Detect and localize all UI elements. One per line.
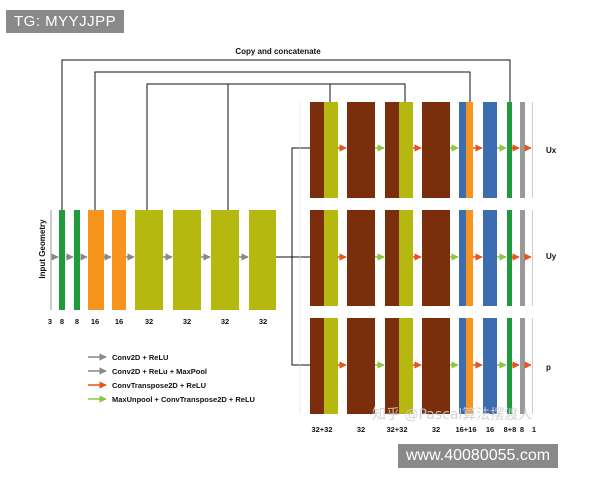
channel-label: 32 <box>221 317 229 326</box>
decoder-block-green <box>507 210 512 306</box>
channel-label: 16 <box>91 317 99 326</box>
skip-line-4 <box>228 83 331 102</box>
channel-label: 16 <box>486 425 494 434</box>
channel-label: 3 <box>48 317 52 326</box>
bottleneck-branch <box>276 147 310 258</box>
decoder-block-brown <box>347 318 375 414</box>
decoder-block-blue <box>483 318 497 414</box>
decoder-block-blue <box>459 318 466 414</box>
decoder-block-gray <box>520 210 525 306</box>
decoder-block-brown <box>385 318 399 414</box>
decoder-block-gray <box>520 318 525 414</box>
encoder-block-conv32-c <box>211 210 239 310</box>
decoder-block-brown <box>385 210 399 306</box>
output-label-uy: Uy <box>546 252 557 261</box>
decoder-block-green <box>507 102 512 198</box>
channel-label: 32+32 <box>311 425 332 434</box>
decoder-block-brown <box>310 318 324 414</box>
channel-label: 32 <box>259 317 267 326</box>
encoder-block-conv16-b <box>112 210 126 310</box>
decoder-block-blue <box>459 102 466 198</box>
decoder-block-brown <box>347 210 375 306</box>
decoder-block-orange <box>466 102 473 198</box>
channel-label: 8 <box>60 317 64 326</box>
output-label-p: p <box>546 363 551 372</box>
skip-connections <box>61 59 511 366</box>
output-label-ux: Ux <box>546 146 557 155</box>
decoder-row-uy <box>310 210 533 306</box>
channel-label: 32 <box>357 425 365 434</box>
decoder-block-brown <box>310 102 324 198</box>
decoder-block-out <box>532 102 533 198</box>
channel-label: 32+32 <box>386 425 407 434</box>
decoder-block-out <box>532 210 533 306</box>
decoder-block-olive <box>399 210 413 306</box>
channel-label: 16+16 <box>455 425 476 434</box>
decoder-block-blue <box>483 102 497 198</box>
decoder-block-brown <box>385 102 399 198</box>
decoder-block-olive <box>324 210 338 306</box>
channel-label: 32 <box>145 317 153 326</box>
decoder-row-p <box>310 318 533 414</box>
channel-label: 8 <box>75 317 79 326</box>
diagram-title: Copy and concatenate <box>235 47 321 56</box>
legend-label: Conv2D + ReLU <box>112 353 168 362</box>
encoder <box>50 210 276 310</box>
decoder-channel-labels: 32+32 32 32+32 32 16+16 16 8+8 8 1 <box>311 425 536 434</box>
decoder-block-orange <box>466 210 473 306</box>
decoder-block-brown <box>422 210 450 306</box>
bottleneck-branch-low <box>291 257 310 366</box>
encoder-block-conv16-a <box>88 210 104 310</box>
decoder-block-brown <box>347 102 375 198</box>
legend: Conv2D + ReLU Conv2D + ReLu + MaxPool Co… <box>88 353 255 404</box>
channel-label: 32 <box>183 317 191 326</box>
skip-line-outer <box>61 59 511 210</box>
legend-label: MaxUnpool + ConvTranspose2D + ReLU <box>112 395 255 404</box>
decoder-block-blue <box>459 210 466 306</box>
decoder-block-blue <box>483 210 497 306</box>
decoder-block-brown <box>422 102 450 198</box>
encoder-block-conv8-a <box>59 210 65 310</box>
header-tag: TG: MYYJJPP <box>6 10 125 33</box>
decoder-block-brown <box>310 210 324 306</box>
legend-label: ConvTranspose2D + ReLU <box>112 381 206 390</box>
decoder-block-out <box>532 318 533 414</box>
decoder-row-ux <box>310 102 533 198</box>
encoder-block-input <box>50 210 52 310</box>
decoder-block-olive <box>399 318 413 414</box>
watermark-text: 知乎 @Pascal算法摆渡人 <box>372 407 533 423</box>
channel-label: 1 <box>532 425 536 434</box>
decoder-block-green <box>507 318 512 414</box>
input-geometry-label: Input Geometry <box>38 219 47 279</box>
encoder-block-conv32-d <box>249 210 276 310</box>
encoder-channel-labels: 3 8 8 16 16 32 32 32 32 <box>48 317 267 326</box>
decoder-block-orange <box>466 318 473 414</box>
decoder-block-brown <box>422 318 450 414</box>
channel-label: 8+8 <box>504 425 517 434</box>
output-labels: Ux Uy p <box>546 146 557 372</box>
channel-label: 8 <box>520 425 524 434</box>
legend-label: Conv2D + ReLu + MaxPool <box>112 367 207 376</box>
channel-label: 16 <box>115 317 123 326</box>
encoder-block-conv32-a <box>135 210 163 310</box>
decoder-block-olive <box>324 318 338 414</box>
decoder-block-olive <box>399 102 413 198</box>
skip-line-2 <box>94 71 471 210</box>
decoder-block-gray <box>520 102 525 198</box>
encoder-block-conv8-b <box>74 210 80 310</box>
channel-label: 32 <box>432 425 440 434</box>
footer-url-tag: www.40080055.com <box>398 444 559 468</box>
encoder-block-conv32-b <box>173 210 201 310</box>
decoder-block-olive <box>324 102 338 198</box>
